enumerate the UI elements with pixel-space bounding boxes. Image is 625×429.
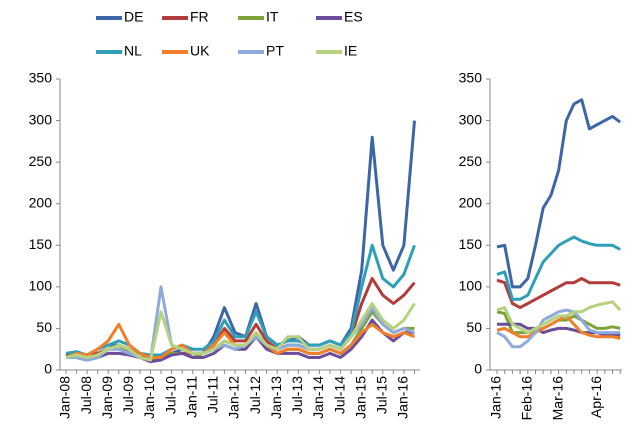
y-tick-label: 150 [29, 236, 53, 252]
x-tick-label: Jan-16 [488, 376, 504, 419]
series-line [65, 302, 416, 362]
x-tick-label: Jul-11 [205, 376, 221, 413]
x-tick-label: Feb-16 [519, 376, 535, 421]
y-tick-label: 300 [459, 111, 483, 127]
y-tick-label: 0 [44, 361, 52, 377]
x-tick-label: Jan-12 [226, 376, 242, 419]
x-tick-label: Jan-11 [183, 376, 199, 418]
x-tick-label: Jul-10 [162, 376, 178, 414]
x-tick-label: Jul-14 [331, 376, 347, 414]
x-tick-label: Jul-09 [120, 376, 136, 414]
y-tick-label: 300 [29, 111, 53, 127]
x-tick-label: Mar-16 [549, 376, 565, 421]
x-tick-label: Apr-16 [588, 376, 604, 418]
y-tick-label: 200 [29, 194, 53, 210]
series-line [496, 98, 622, 289]
legend-label: IE [344, 43, 357, 59]
y-tick-label: 350 [29, 70, 53, 86]
x-tick-label: Jan-16 [395, 376, 411, 419]
y-tick-label: 200 [459, 194, 483, 210]
x-tick-label: Jan-09 [99, 376, 115, 419]
legend-label: NL [124, 43, 142, 59]
y-tick-label: 50 [36, 319, 52, 335]
x-tick-label: Jul-13 [289, 376, 305, 414]
x-tick-label: Jul-12 [247, 376, 263, 414]
series-line [65, 243, 416, 357]
x-tick-label: Jan-10 [141, 376, 157, 419]
series-line [66, 318, 415, 364]
y-tick-label: 100 [459, 278, 483, 294]
legend-label: UK [190, 43, 210, 59]
legend-label: ES [344, 9, 363, 25]
y-tick-label: 100 [29, 278, 53, 294]
legend-label: PT [266, 43, 284, 59]
x-tick-label: Jan-13 [268, 376, 284, 419]
series-line [496, 308, 621, 349]
series-line [496, 235, 621, 301]
series-line [496, 277, 621, 310]
x-tick-label: Jan-15 [352, 376, 368, 419]
legend-label: DE [124, 9, 143, 25]
legend-label: IT [266, 9, 279, 25]
y-tick-label: 350 [459, 70, 483, 86]
series-line [496, 300, 622, 335]
x-tick-label: Jul-15 [374, 376, 390, 414]
y-tick-label: 250 [29, 153, 53, 169]
series-line [496, 314, 621, 340]
legend-label: FR [190, 9, 209, 25]
y-tick-label: 250 [459, 153, 483, 169]
x-tick-label: Jul-08 [78, 376, 94, 414]
y-tick-label: 150 [459, 236, 483, 252]
x-tick-label: Jan-08 [57, 376, 73, 419]
y-tick-label: 0 [474, 361, 482, 377]
y-tick-label: 50 [466, 319, 482, 335]
x-tick-label: Jan-14 [310, 376, 326, 419]
